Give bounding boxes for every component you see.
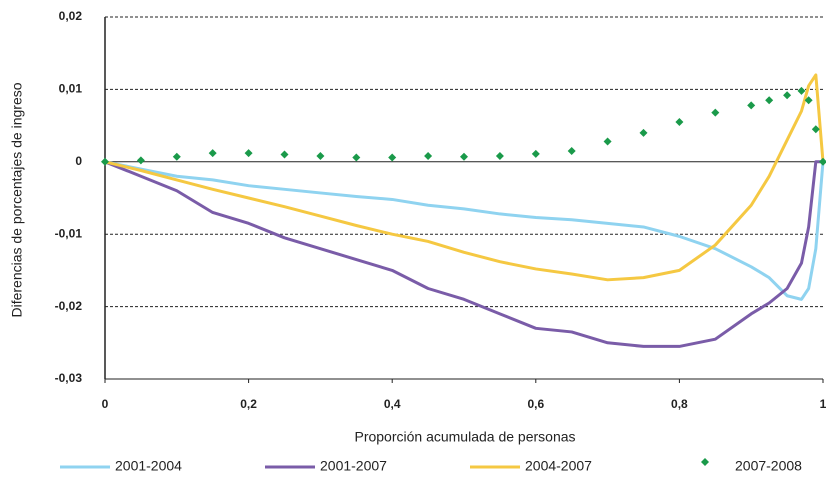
series-line: [104, 160, 825, 301]
x-tick-label: 0,2: [240, 397, 257, 411]
data-point: [424, 152, 433, 161]
data-point: [136, 156, 145, 165]
data-point: [388, 153, 397, 162]
y-tick-label: 0,02: [59, 9, 83, 23]
data-point: [460, 152, 468, 161]
data-point: [804, 96, 813, 105]
series-line: [104, 73, 825, 282]
x-axis-title: Proporción acumulada de personas: [354, 429, 575, 445]
data-point: [352, 153, 361, 162]
data-point: [797, 86, 806, 95]
legend-symbol: [701, 458, 709, 466]
data-point: [747, 101, 756, 110]
data-point: [711, 108, 720, 117]
data-point: [783, 91, 792, 100]
x-tick-label: 0,8: [671, 397, 688, 411]
data-point: [208, 149, 217, 158]
data-point: [819, 157, 826, 166]
data-point: [280, 150, 289, 159]
y-tick-label: -0,03: [55, 371, 83, 385]
y-tick-label: 0: [75, 154, 82, 168]
series-line: [104, 160, 823, 348]
data-point: [603, 137, 612, 146]
data-point: [101, 157, 109, 166]
data-point: [531, 149, 540, 158]
legend-label: 2007-2008: [735, 458, 802, 474]
legend: 2001-2004 2001-2007 2004-2007 2007-2008: [60, 458, 802, 474]
data-point: [567, 146, 576, 155]
legend-label: 2004-2007: [525, 458, 592, 474]
data-point: [811, 125, 820, 134]
data-point: [495, 152, 504, 161]
y-axis-title: Diferencias de porcentajes de ingreso: [9, 82, 25, 317]
y-tick-label: -0,01: [55, 226, 83, 240]
x-tick-label: 0: [102, 397, 109, 411]
data-point: [639, 128, 648, 137]
data-point: [244, 149, 253, 158]
data-point: [316, 152, 325, 161]
x-tick-label: 0,4: [384, 397, 401, 411]
data-point: [675, 117, 684, 126]
y-tick-label: 0,01: [59, 82, 83, 96]
legend-label: 2001-2004: [115, 458, 182, 474]
legend-label: 2001-2007: [320, 458, 387, 474]
x-tick-label: 0,6: [527, 397, 544, 411]
x-tick-label: 1: [820, 397, 826, 411]
data-point: [172, 152, 181, 161]
data-point: [765, 96, 774, 105]
y-tick-label: -0,02: [55, 299, 83, 313]
